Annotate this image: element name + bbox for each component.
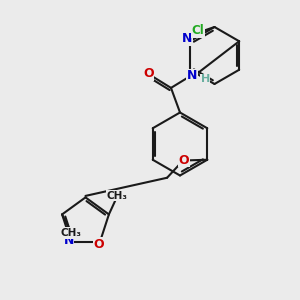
Text: O: O: [93, 238, 104, 251]
Text: CH₃: CH₃: [61, 228, 82, 238]
Text: N: N: [182, 32, 192, 45]
Text: N: N: [187, 69, 197, 82]
Text: Cl: Cl: [192, 24, 204, 37]
Text: O: O: [143, 67, 154, 80]
Text: CH₃: CH₃: [107, 191, 128, 201]
Text: H: H: [201, 74, 210, 85]
Text: O: O: [179, 154, 190, 167]
Text: N: N: [64, 234, 74, 247]
